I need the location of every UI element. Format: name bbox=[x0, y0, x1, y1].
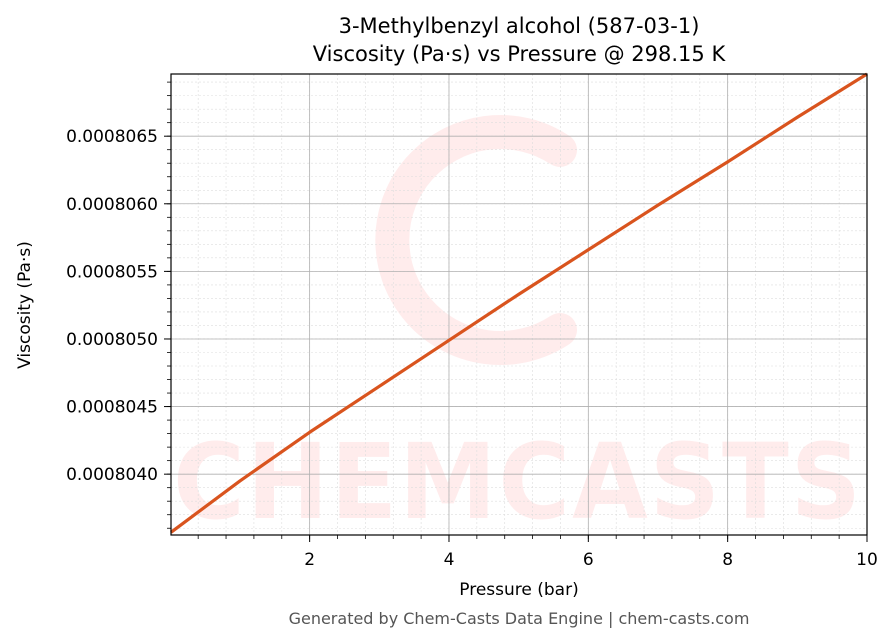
x-axis-ticks: 2 4 6 8 10 bbox=[197, 535, 878, 570]
plot-frame bbox=[170, 73, 868, 536]
watermark: CHEMCASTS bbox=[173, 115, 863, 543]
chart-subtitle: Viscosity (Pa·s) vs Pressure @ 298.15 K bbox=[313, 42, 727, 66]
footer-credit: Generated by Chem-Casts Data Engine | ch… bbox=[289, 609, 750, 628]
y-tick-label: 0.0008060 bbox=[66, 195, 158, 215]
x-tick-label: 8 bbox=[722, 550, 733, 570]
y-tick-label: 0.0008040 bbox=[66, 465, 158, 485]
y-axis-label: Viscosity (Pa·s) bbox=[15, 241, 35, 369]
y-tick-label: 0.0008045 bbox=[66, 398, 158, 418]
y-axis-ticks: 0.0008040 0.0008045 0.0008050 0.0008055 0.00… bbox=[66, 81, 171, 529]
series-line bbox=[170, 72, 868, 534]
x-axis-label: Pressure (bar) bbox=[459, 580, 578, 600]
series-layer bbox=[170, 72, 868, 534]
chart-title: 3-Methylbenzyl alcohol (587-03-1) bbox=[339, 14, 700, 38]
watermark-logo-icon bbox=[375, 115, 577, 365]
y-tick-label: 0.0008050 bbox=[66, 330, 158, 350]
x-tick-label: 10 bbox=[856, 550, 878, 570]
watermark-text: CHEMCASTS bbox=[173, 421, 863, 543]
y-tick-label: 0.0008055 bbox=[66, 262, 158, 282]
y-tick-label: 0.0008065 bbox=[66, 127, 158, 147]
major-grid bbox=[171, 74, 868, 535]
x-tick-label: 4 bbox=[444, 550, 455, 570]
x-tick-label: 2 bbox=[304, 550, 315, 570]
x-tick-label: 6 bbox=[583, 550, 594, 570]
